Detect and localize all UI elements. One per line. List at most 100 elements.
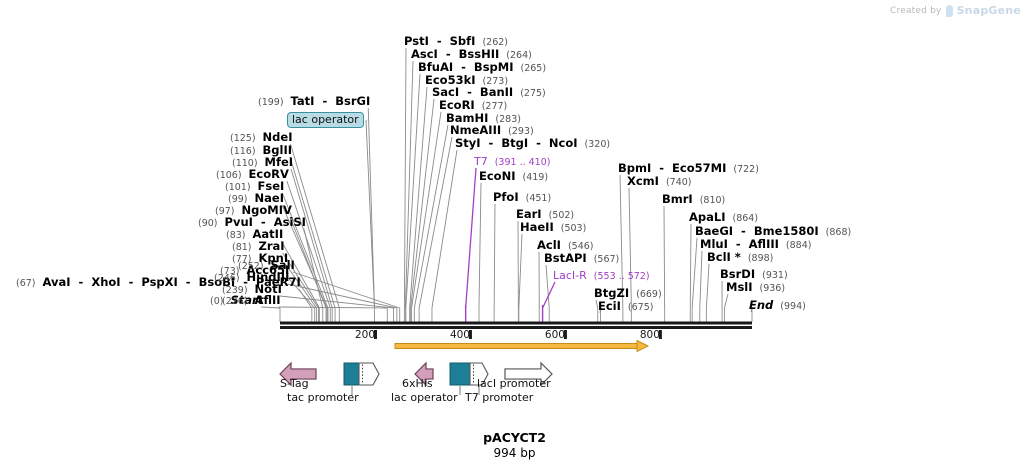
site-label-tati[interactable]: (199) TatI - BsrGI (258, 95, 370, 108)
site-label-bmri[interactable]: BmrI (810) (662, 193, 726, 206)
site-enzymes: MfeI (264, 155, 294, 169)
site-label-ecii[interactable]: EciI (675) (598, 300, 654, 313)
site-position: (264) (506, 50, 532, 61)
site-label-ndei[interactable]: (125) NdeI (230, 131, 292, 144)
site-label-bsrdi[interactable]: BsrDI (931) (720, 268, 788, 281)
site-label-bcli[interactable]: BclI * (898) (707, 251, 774, 264)
feature-tac-prom[interactable] (358, 362, 380, 386)
site-label-bpmi[interactable]: BpmI - Eco57MI (722) (618, 162, 759, 175)
site-label-t7[interactable]: T7 (391 .. 410) (474, 156, 550, 168)
orf-arrow[interactable] (394, 339, 650, 353)
feature-label-lac-op-box[interactable]: lac operator (391, 391, 458, 404)
site-label-bfuai[interactable]: BfuAI - BspMI (265) (418, 61, 546, 74)
site-label-ecorv[interactable]: (106) EcoRV (216, 168, 289, 181)
leader-line-styi (431, 149, 458, 309)
site-position: (868) (825, 227, 852, 238)
site-label-psti[interactable]: PstI - SbfI (262) (404, 35, 508, 48)
site-label-acc65i[interactable]: (73) Acc65I (220, 264, 289, 277)
backbone-bottom (280, 326, 752, 329)
site-enzymes: AclI (537, 238, 561, 252)
feature-label-tac-prom[interactable]: tac promoter (287, 391, 359, 404)
site-label-econi[interactable]: EcoNI (419) (479, 170, 548, 183)
site-label-start[interactable]: (0) Start (210, 294, 263, 307)
site-enzymes: EarI (516, 207, 542, 221)
site-label-zrai[interactable]: (81) ZraI (232, 239, 285, 253)
leader-line-mssli (724, 293, 729, 309)
site-position: (675) (627, 302, 654, 313)
site-position: (277) (481, 101, 508, 112)
site-label-lacir[interactable]: LacI-R (553 .. 572) (553, 270, 650, 282)
leader-line-pfoi (493, 203, 496, 309)
site-label-xcmi[interactable]: XcmI (740) (627, 175, 692, 188)
site-position: (252) (238, 261, 264, 272)
feature-lac-op-box[interactable] (449, 362, 471, 386)
site-label-noti[interactable]: (239) NotI (222, 283, 282, 296)
leader-line-baegi (691, 237, 698, 309)
site-position: (239) (222, 285, 248, 296)
site-label-mlui[interactable]: MluI - AflIII (884) (700, 238, 811, 251)
site-label-hindiii[interactable]: (246) HindIII (214, 271, 289, 284)
site-label-pfoi[interactable]: PfoI (451) (493, 191, 552, 204)
site-label-end[interactable]: End (994) (749, 299, 806, 312)
site-label-baegi[interactable]: BaeGI - Bme1580I (868) (695, 224, 852, 238)
site-label-apali[interactable]: ApaLI (864) (689, 211, 759, 224)
site-label-fsei[interactable]: (101) FseI (225, 180, 284, 193)
lac-operator-chip[interactable]: lac operator (287, 112, 364, 128)
site-label-asci[interactable]: AscI - BssHII (264) (411, 48, 532, 61)
site-label-mssli[interactable]: MslI (936) (726, 281, 785, 294)
site-position: (110) (232, 158, 258, 169)
leader-line-asci (404, 60, 414, 309)
site-label-btgzi[interactable]: BtgZI (669) (594, 287, 662, 300)
site-enzymes: Eco53kI (425, 73, 476, 87)
site-position: (898) (747, 253, 774, 264)
site-label-haeii[interactable]: HaeII (503) (520, 220, 586, 234)
site-label-eari[interactable]: EarI (502) (516, 207, 574, 221)
site-label-ecori[interactable]: EcoRI (277) (439, 98, 508, 112)
site-label-bstapi[interactable]: BstAPI (567) (544, 251, 619, 265)
site-enzymes: KpnI (258, 251, 289, 265)
site-label-saci[interactable]: SacI - BanII (275) (432, 86, 546, 99)
site-label-nmeaiii[interactable]: NmeAIII (293) (450, 124, 534, 137)
site-enzymes: HaeII (520, 220, 554, 234)
site-position: (810) (699, 195, 726, 206)
site-position: (0) (210, 296, 224, 307)
site-label-bglii[interactable]: (116) BglII (230, 144, 292, 157)
site-position: (99) (228, 194, 248, 205)
site-label-eco53ki[interactable]: Eco53kI (273) (425, 73, 509, 87)
site-position: (81) (232, 242, 252, 253)
feature-label-stag[interactable]: S-Tag (280, 377, 309, 390)
feature-label-6xhis[interactable]: 6xHis (402, 377, 433, 390)
site-position: (864) (732, 213, 759, 224)
site-position: (994) (780, 301, 806, 312)
leader-line-eco53ki (409, 86, 428, 309)
site-label-kpni[interactable]: (77) KpnI (232, 251, 289, 265)
site-label-aflii[interactable]: (226) AflII (222, 294, 281, 307)
site-label-aatii[interactable]: (83) AatII (226, 228, 283, 241)
site-label-avai[interactable]: (67) AvaI - XhoI - PspXI - BsoBI - PaeR7… (16, 275, 301, 289)
feature-label-laci-prom[interactable]: lacI promoter (477, 377, 551, 390)
site-enzymes: EcoRI (439, 98, 475, 112)
feature-tac-prom-box[interactable] (343, 362, 360, 386)
feature-label-t7-prom[interactable]: T7 promoter (465, 391, 534, 404)
site-label-mfei[interactable]: (110) MfeI (232, 155, 294, 169)
site-enzymes: ZraI (258, 239, 285, 253)
backbone-top (280, 321, 752, 325)
site-position: (273) (482, 76, 509, 87)
site-label-acli[interactable]: AclI (546) (537, 238, 594, 252)
leader-line-apali (689, 223, 692, 309)
site-label-ngomiv[interactable]: (97) NgoMIV (215, 204, 292, 217)
site-enzymes: BaeGI - Bme1580I (695, 224, 819, 238)
site-label-styi[interactable]: StyI - BtgI - NcoI (320) (455, 136, 610, 150)
lac-operator-chip-label: lac operator (292, 113, 359, 126)
leader-line-noti (279, 295, 394, 309)
site-position: (83) (226, 230, 246, 241)
site-label-bamhi[interactable]: BamHI (283) (446, 112, 521, 125)
site-label-naei[interactable]: (99) NaeI (228, 192, 284, 205)
site-enzymes: AvaI - XhoI - PspXI - BsoBI - PaeR7I (42, 275, 301, 289)
site-enzymes: StyI - BtgI - NcoI (455, 136, 578, 150)
site-position: (199) (258, 97, 284, 108)
site-position: (451) (525, 193, 552, 204)
site-enzymes: BstAPI (544, 251, 587, 265)
site-label-sali[interactable]: (252) SalI (238, 259, 295, 272)
site-label-pvui[interactable]: (90) PvuI - AsiSI (198, 216, 306, 229)
